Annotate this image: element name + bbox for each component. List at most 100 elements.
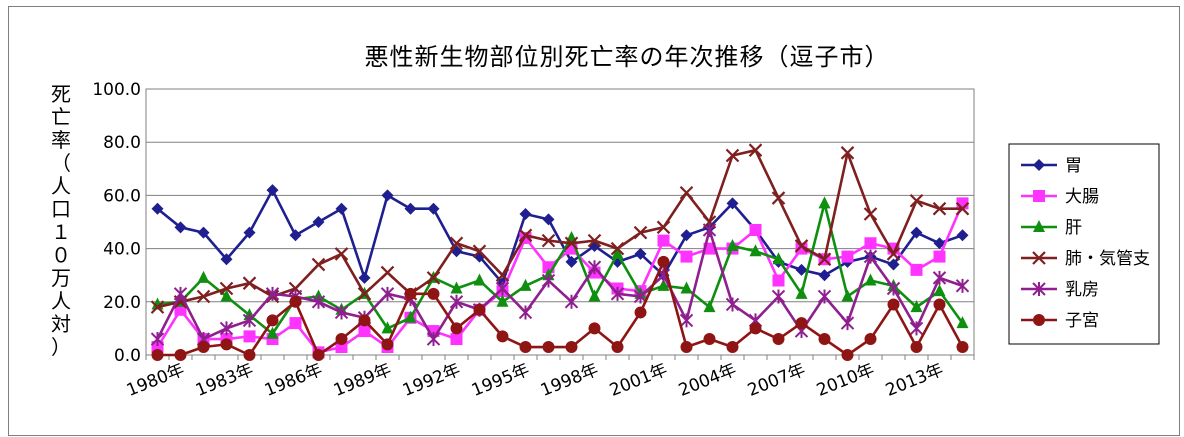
- data-point: [173, 286, 188, 301]
- y-tick-label: 20.0: [103, 293, 141, 313]
- data-point: [587, 260, 602, 275]
- data-point: [266, 326, 279, 339]
- y-label-char: 率: [51, 128, 71, 152]
- data-point: [840, 316, 855, 331]
- x-tick-label: 2004年: [676, 360, 739, 401]
- data-point: [818, 196, 831, 209]
- series-line: [157, 148, 963, 309]
- data-point: [657, 234, 670, 247]
- data-point: [795, 286, 808, 299]
- data-point: [242, 276, 257, 290]
- data-point: [518, 305, 533, 320]
- data-point: [496, 294, 509, 307]
- data-point: [381, 189, 394, 202]
- data-point: [357, 287, 372, 301]
- data-point: [726, 238, 739, 251]
- data-point: [449, 236, 464, 251]
- y-label-char: 口: [51, 197, 71, 221]
- data-point: [174, 221, 187, 234]
- data-point: [749, 223, 762, 236]
- data-point: [863, 207, 878, 221]
- data-point: [496, 330, 509, 343]
- data-point: [473, 303, 486, 316]
- data-point: [1033, 190, 1045, 202]
- chart-title: 悪性新生物部位別死亡率の年次推移（逗子市）: [365, 43, 890, 71]
- data-point: [335, 333, 348, 346]
- data-point: [910, 226, 923, 239]
- x-tick-label: 1983年: [193, 360, 256, 401]
- data-point: [726, 197, 739, 210]
- data-point: [910, 263, 923, 276]
- data-point: [219, 281, 234, 296]
- x-tick-label: 1986年: [262, 360, 325, 401]
- data-point: [772, 274, 785, 287]
- x-tick-label: 2007年: [745, 360, 808, 401]
- data-point: [565, 341, 578, 354]
- y-label-char: 人: [51, 174, 71, 198]
- data-point: [150, 300, 165, 314]
- data-point: [1033, 314, 1045, 326]
- data-point: [358, 271, 371, 284]
- data-point: [1033, 159, 1045, 171]
- data-point: [380, 286, 395, 301]
- data-point: [427, 287, 440, 300]
- y-label-char: ０: [51, 243, 71, 267]
- data-point: [1032, 251, 1046, 265]
- data-point: [381, 338, 394, 351]
- data-point: [495, 281, 510, 296]
- data-point: [587, 233, 602, 248]
- data-point: [311, 257, 326, 272]
- data-point: [243, 349, 256, 361]
- data-point: [404, 287, 417, 300]
- legend-box: [1008, 143, 1160, 345]
- data-point: [932, 270, 947, 285]
- y-label-char: １: [51, 220, 71, 244]
- data-point: [588, 322, 601, 335]
- data-point: [243, 330, 256, 343]
- data-point: [933, 237, 946, 250]
- data-point: [611, 341, 624, 354]
- data-point: [150, 332, 165, 347]
- data-point: [955, 201, 970, 216]
- data-point: [956, 229, 969, 242]
- data-point: [196, 289, 211, 304]
- y-tick-label: 100.0: [92, 80, 141, 100]
- y-label-char: ）: [51, 335, 71, 359]
- data-point: [864, 237, 877, 250]
- data-point: [449, 294, 464, 309]
- data-point: [289, 229, 302, 242]
- y-label-char: 対: [51, 312, 71, 336]
- data-point: [242, 313, 257, 328]
- data-point: [518, 228, 533, 243]
- data-point: [909, 193, 924, 208]
- data-point: [772, 252, 785, 265]
- y-tick-label: 40.0: [103, 240, 141, 260]
- data-point: [243, 226, 256, 239]
- x-tick-label: 1989年: [331, 360, 394, 401]
- x-tick-label: 2013年: [883, 360, 946, 401]
- data-point: [197, 341, 210, 354]
- data-point: [680, 229, 693, 242]
- data-point: [771, 191, 786, 205]
- data-point: [887, 298, 900, 311]
- y-tick-label: 80.0: [103, 133, 141, 153]
- data-point: [542, 341, 555, 354]
- data-point: [818, 269, 831, 282]
- x-tick-label: 2001年: [607, 360, 670, 401]
- data-point: [887, 258, 900, 271]
- data-point: [910, 341, 923, 354]
- data-point: [703, 333, 716, 346]
- data-point: [197, 270, 210, 283]
- data-point: [933, 250, 946, 263]
- data-point: [748, 143, 763, 157]
- data-point: [358, 325, 371, 338]
- data-point: [772, 333, 785, 346]
- series-line: [156, 188, 963, 285]
- data-point: [910, 300, 923, 313]
- data-point: [266, 314, 279, 327]
- data-point: [864, 333, 877, 346]
- data-point: [956, 316, 969, 329]
